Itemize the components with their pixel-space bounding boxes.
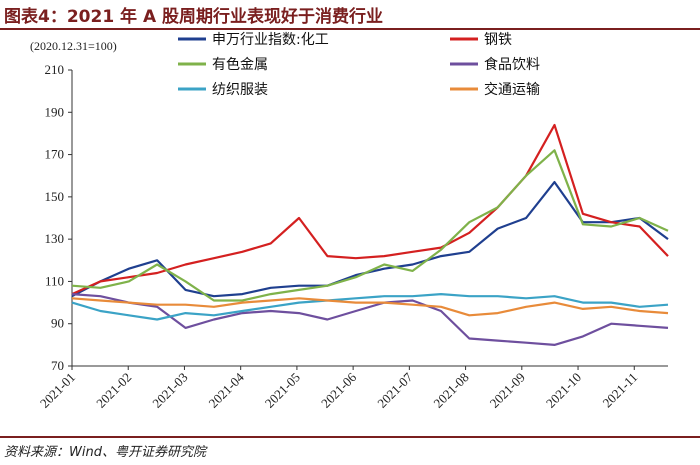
- y-tick-label: 110: [45, 273, 64, 288]
- series-line: [71, 123, 669, 296]
- y-tick-label: 70: [51, 358, 64, 373]
- legend-label: 纺织服装: [212, 82, 268, 98]
- x-tick-label: 2021-01: [37, 370, 78, 411]
- y-tick-label: 170: [45, 147, 65, 162]
- y-tick-label: 210: [45, 62, 65, 77]
- x-tick-label: 2021-07: [374, 369, 416, 411]
- x-tick-label: 2021-06: [318, 369, 360, 411]
- series-line: [71, 293, 669, 321]
- legend-label: 有色金属: [212, 56, 268, 73]
- x-tick-label: 2021-05: [262, 370, 303, 411]
- x-tick-label: 2021-04: [206, 369, 248, 411]
- series-line: [71, 149, 669, 302]
- index-base-note: (2020.12.31=100): [30, 39, 117, 53]
- y-tick-label: 190: [45, 104, 65, 119]
- legend-label: 交通运输: [484, 81, 540, 98]
- y-tick-label: 130: [45, 231, 65, 246]
- x-tick-label: 2021-08: [430, 370, 471, 411]
- x-tick-label: 2021-02: [93, 370, 134, 411]
- legend-label: 钢铁: [484, 32, 512, 48]
- y-tick-label: 150: [45, 189, 65, 204]
- chart-title: 图表4：2021 年 A 股周期行业表现好于消费行业: [4, 7, 384, 27]
- footer-rule: [0, 436, 700, 438]
- legend-label: 申万行业指数:化工: [212, 32, 329, 48]
- legend-label: 食品饮料: [484, 56, 540, 73]
- x-tick-label: 2021-10: [543, 370, 584, 411]
- title-rule: [0, 28, 700, 30]
- x-tick-label: 2021-11: [599, 370, 640, 411]
- y-tick-label: 90: [51, 316, 64, 331]
- x-tick-label: 2021-03: [149, 370, 190, 411]
- series-line: [71, 297, 669, 317]
- x-tick-label: 2021-09: [487, 370, 528, 411]
- source-note: 资料来源：Wind、粤开证券研究院: [4, 445, 206, 460]
